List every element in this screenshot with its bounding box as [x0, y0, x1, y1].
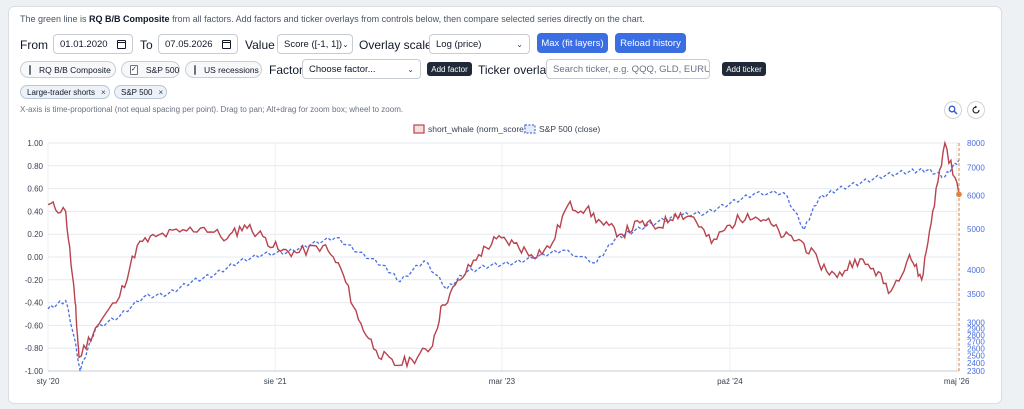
chart-hint: X-axis is time-proportional (not equal s… [20, 105, 404, 114]
remove-tag-icon[interactable]: × [158, 87, 164, 97]
y-right-tick-label: 2900 [967, 325, 985, 334]
chart-grid [47, 142, 959, 372]
chevron-down-icon: ⌄ [407, 64, 414, 74]
y-left-tick-label: -0.20 [25, 276, 44, 285]
reload-history-button[interactable]: Reload history [615, 33, 686, 53]
legend-label-short-whale: short_whale (norm_score) [428, 124, 527, 134]
reset-icon [972, 105, 980, 114]
y-right-tick-label: 7000 [967, 163, 985, 172]
to-date-value: 07.05.2026 [165, 38, 213, 50]
ticker-overlay-label: Ticker overlay [478, 63, 553, 77]
y-left-tick-label: 0.40 [27, 207, 43, 216]
x-axis: sty '20 sie '21 mar '23 paź '24 maj '26 [37, 370, 970, 386]
add-factor-button[interactable]: Add factor [427, 62, 472, 76]
series-short-whale-line [47, 140, 960, 369]
x-tick-label: paź '24 [717, 377, 743, 386]
overlay-scale-select[interactable]: Log (price) ⌄ [429, 34, 530, 54]
to-date-input[interactable]: 07.05.2026 [158, 34, 238, 54]
legend-label-sp500: S&P 500 (close) [539, 124, 600, 134]
factor-label: Factor [269, 63, 304, 77]
y-right-tick-label: 5000 [967, 225, 985, 234]
y-left-tick-label: -0.40 [25, 299, 44, 308]
tag-label: Large-trader shorts [27, 87, 96, 97]
last-value-point [956, 191, 962, 198]
toggle-rq-composite[interactable]: RQ B/B Composite [20, 61, 116, 78]
toggle-sp500[interactable]: ✓ S&P 500 [121, 61, 180, 78]
max-fit-layers-button[interactable]: Max (fit layers) [537, 33, 608, 53]
factor-select-text: Choose factor... [309, 63, 376, 75]
y-left-tick-label: 0.60 [27, 185, 43, 194]
reset-zoom-button[interactable] [967, 101, 985, 119]
y-right-tick-label: 2800 [967, 331, 985, 340]
from-label: From [20, 38, 48, 52]
toggle-us-recessions[interactable]: US recessions [185, 61, 262, 78]
y-left-tick-label: -1.00 [25, 367, 44, 376]
calendar-icon[interactable] [117, 39, 126, 49]
zoom-icon [948, 105, 958, 115]
x-tick-label: mar '23 [489, 377, 516, 386]
y-right-tick-label: 6000 [967, 192, 985, 201]
y-right-tick-label: 2600 [967, 345, 985, 354]
y-right-tick-label: 3500 [967, 290, 985, 299]
tag-large-trader-shorts: Large-trader shorts × [20, 85, 110, 99]
y-right-tick-label: 4000 [967, 266, 985, 275]
checkbox-unchecked[interactable] [29, 64, 31, 75]
y-left-tick-label: -0.60 [25, 321, 44, 330]
y-left-tick-label: 1.00 [27, 139, 43, 148]
value-select[interactable]: Score ([-1, 1]) ⌄ [277, 34, 353, 54]
intro-bold: RQ B/B Composite [89, 14, 170, 24]
intro-text: The green line is RQ B/B Composite from … [20, 14, 645, 24]
legend-swatch-short-whale [413, 124, 425, 134]
y-right-tick-label: 2300 [967, 367, 985, 376]
chevron-down-icon: ⌄ [342, 39, 349, 49]
legend-swatch-sp500 [524, 124, 536, 134]
remove-tag-icon[interactable]: × [101, 87, 106, 97]
checkbox-unchecked[interactable] [194, 64, 196, 75]
checkbox-checked[interactable]: ✓ [130, 64, 138, 75]
to-label: To [140, 38, 153, 52]
x-tick-label: sie '21 [264, 377, 287, 386]
value-label: Value [245, 38, 275, 52]
intro-prefix: The green line is [20, 14, 90, 24]
ticker-search-placeholder: Search ticker, e.g. QQQ, GLD, EURUSD [553, 63, 710, 75]
x-tick-label: maj '26 [944, 377, 970, 386]
from-date-value: 01.01.2020 [60, 38, 108, 50]
y-right-tick-label: 2500 [967, 352, 985, 361]
calendar-icon[interactable] [222, 39, 231, 49]
series-sp500-line [47, 159, 960, 372]
x-tick-label: sty '20 [37, 377, 60, 386]
chevron-down-icon: ⌄ [516, 39, 523, 49]
overlay-scale-text: Log (price) [436, 38, 482, 50]
ticker-search-input[interactable]: Search ticker, e.g. QQQ, GLD, EURUSD [546, 59, 710, 79]
overlay-scale-label: Overlay scale [359, 38, 432, 52]
toggle-label: RQ B/B Composite [39, 64, 111, 75]
chart-legend: short_whale (norm_score) S&P 500 (close) [413, 124, 600, 134]
toggle-label: US recessions [204, 64, 259, 75]
zoom-button[interactable] [944, 101, 962, 119]
y-left-tick-label: 0.20 [27, 230, 43, 239]
intro-suffix: from all factors. Add factors and ticker… [169, 14, 645, 24]
y-axis-left: 1.00 0.80 0.60 0.40 0.20 0.00 -0.20 -0.40 -0.60 -… [25, 139, 44, 376]
factor-select[interactable]: Choose factor... ⌄ [302, 59, 421, 79]
y-axis-right: 8000 7000 6000 5000 4000 3500 3000290028002700… [967, 139, 985, 376]
y-right-tick-label: 3000 [967, 318, 985, 327]
tag-label: S&P 500 [121, 87, 153, 97]
y-right-tick-label: 8000 [967, 139, 985, 148]
add-ticker-button[interactable]: Add ticker [722, 62, 766, 76]
tag-sp500: S&P 500 × [114, 85, 167, 99]
value-select-text: Score ([-1, 1]) [284, 38, 343, 50]
y-left-tick-label: -0.80 [25, 344, 44, 353]
y-left-tick-label: 0.80 [27, 162, 43, 171]
chart-series [47, 140, 962, 372]
toggle-label: S&P 500 [145, 64, 180, 75]
y-right-tick-label: 2700 [967, 338, 985, 347]
from-date-input[interactable]: 01.01.2020 [53, 34, 133, 54]
y-left-tick-label: 0.00 [27, 253, 43, 262]
line-chart[interactable]: short_whale (norm_score) S&P 500 (close) … [0, 124, 1024, 394]
y-right-tick-label: 2400 [967, 359, 985, 368]
